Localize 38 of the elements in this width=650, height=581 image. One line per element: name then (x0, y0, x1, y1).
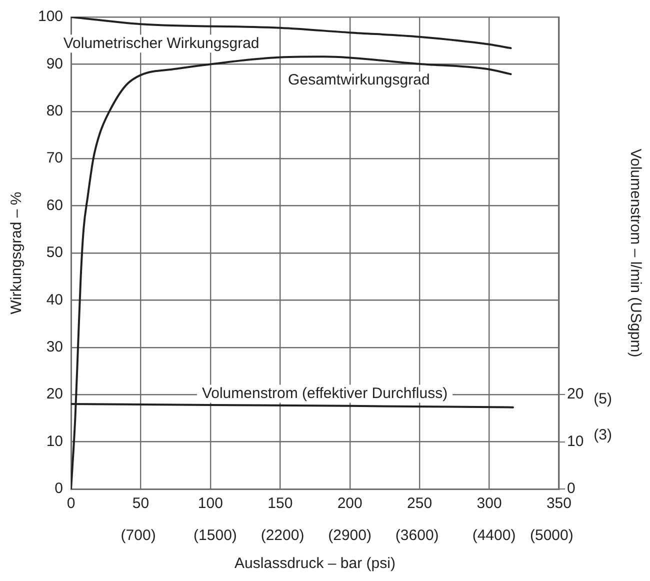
x-tick-label: 0 (66, 495, 76, 512)
x-tick-label: 50 (132, 495, 150, 512)
x2-tick-label: (700) (120, 527, 156, 544)
series-label: Volumetrischer Wirkungsgrad (63, 34, 260, 52)
y2-axis-title: Volumenstrom – l/min (USgpm) (626, 148, 644, 358)
x2-tick-label: (5000) (530, 527, 574, 544)
y2-tick-label: 20 (566, 386, 584, 403)
y-tick-label: 80 (46, 102, 64, 120)
y-tick-label: 30 (46, 338, 64, 356)
y-tick-label: 20 (46, 386, 64, 403)
x2-tick-label: (2200) (260, 527, 304, 544)
x-axis-title: Auslassdruck – bar (psi) (234, 555, 396, 572)
x-tick-label: 300 (476, 495, 502, 512)
y-tick-label: 50 (46, 244, 64, 262)
y2-tick-label: 10 (566, 432, 584, 450)
y2-tick-label: 0 (566, 480, 576, 498)
x-tick-label: 350 (546, 495, 572, 512)
y3-tick-label: (3) (594, 426, 612, 444)
y-tick-label: 0 (54, 480, 64, 498)
y3-tick-label: (5) (594, 390, 612, 408)
x2-tick-label: (1500) (194, 527, 237, 544)
x2-tick-label: (3600) (395, 527, 439, 544)
y-tick-label: 10 (46, 432, 64, 450)
x-tick-label: 250 (407, 495, 432, 512)
x-tick-label: 200 (337, 495, 362, 512)
y-tick-label: 40 (46, 291, 64, 308)
x2-tick-label: (2900) (328, 527, 372, 544)
x-tick-label: 150 (268, 495, 293, 512)
line-series (71, 56, 512, 489)
y-tick-label: 100 (38, 8, 64, 26)
series-label: Gesamtwirkungsgrad (288, 72, 430, 89)
y-tick-label: 70 (46, 150, 64, 167)
y-tick-label: 90 (46, 55, 64, 72)
y-tick-label: 60 (46, 196, 64, 214)
x-tick-label: 100 (198, 495, 223, 512)
y-axis-title: Wirkungsgrad – % (8, 192, 26, 314)
series-label: Volumenstrom (effektiver Durchfluss) (202, 384, 448, 402)
x2-tick-label: (4400) (472, 527, 516, 544)
